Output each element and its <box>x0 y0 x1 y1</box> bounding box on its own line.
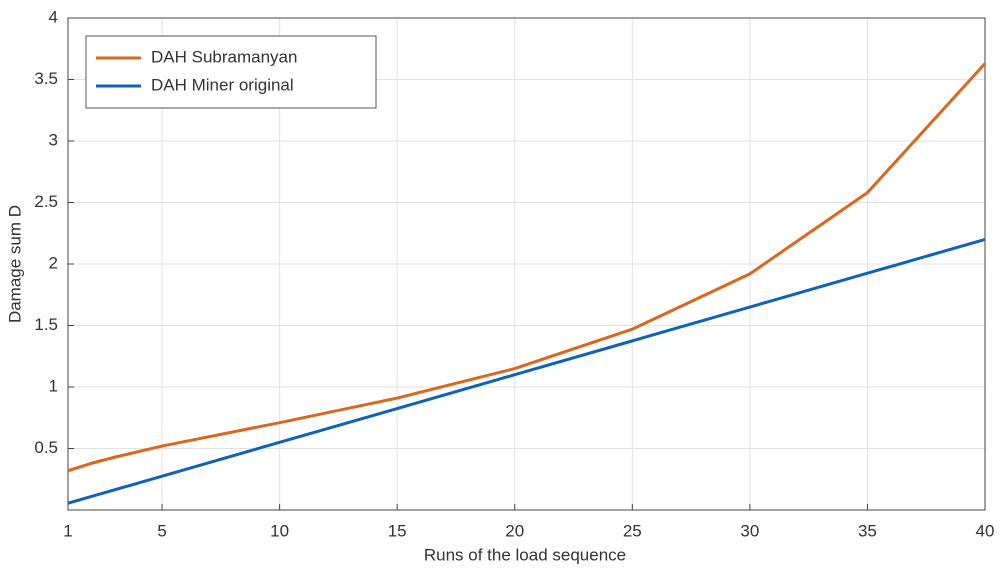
y-tick-label: 3.5 <box>34 69 58 88</box>
x-tick-label: 5 <box>157 521 166 540</box>
y-tick-label: 2 <box>49 253 58 272</box>
legend-box <box>85 35 377 109</box>
legend-label: DAH Subramanyan <box>151 47 297 66</box>
x-tick-label: 1 <box>63 521 72 540</box>
y-axis-label: Damage sum D <box>5 205 24 323</box>
axes-frame <box>67 17 986 511</box>
legend-label: DAH Miner original <box>151 75 294 94</box>
y-tick-label: 0.5 <box>34 438 58 457</box>
y-tick-label: 1 <box>49 376 58 395</box>
x-tick-label: 25 <box>623 521 642 540</box>
data-line <box>67 62 987 473</box>
x-tick-label: 10 <box>270 521 289 540</box>
y-tick-label: 4 <box>49 7 58 26</box>
data-line <box>67 237 986 505</box>
legend: DAH Subramanyan DAH Miner original <box>85 35 377 109</box>
y-tick-label: 3 <box>49 130 58 149</box>
x-tick-label: 35 <box>858 521 877 540</box>
y-tick-label: 2.5 <box>34 192 58 211</box>
y-tick-label: 1.5 <box>34 315 58 334</box>
x-axis-label: Runs of the load sequence <box>424 545 626 564</box>
x-tick-label: 40 <box>976 521 995 540</box>
x-tick-label: 15 <box>388 521 407 540</box>
x-tick-label: 20 <box>505 521 524 540</box>
x-tick-label: 30 <box>740 521 759 540</box>
